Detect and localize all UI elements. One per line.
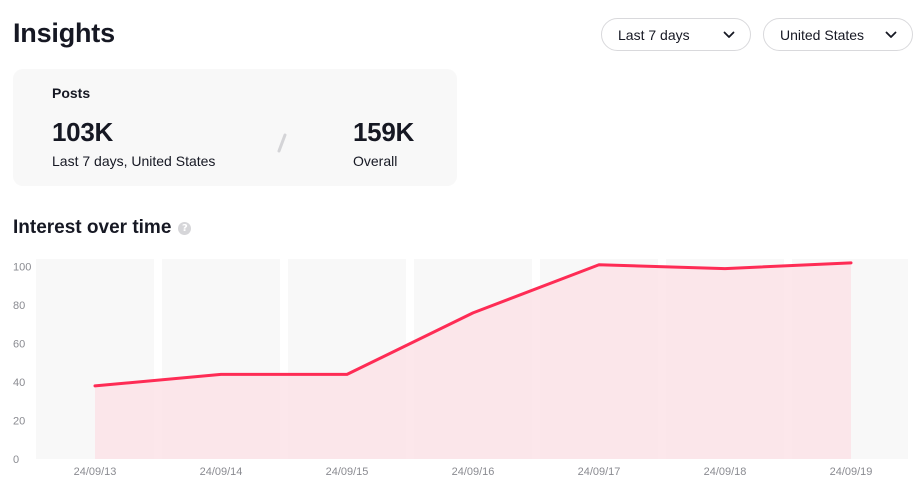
chart-series-line <box>93 261 853 388</box>
help-icon[interactable]: ? <box>178 221 192 235</box>
y-tick-label: 80 <box>13 300 25 312</box>
recent-posts-caption: Last 7 days, United States <box>52 153 216 169</box>
y-tick-label: 0 <box>13 454 19 466</box>
region-dropdown-label: United States <box>780 26 865 43</box>
y-tick-label: 20 <box>13 416 25 428</box>
interest-section-title: Interest over time ? <box>13 217 192 239</box>
chevron-down-icon <box>884 28 898 42</box>
region-dropdown[interactable]: United States <box>763 18 913 51</box>
posts-card: Posts 103K Last 7 days, United States 15… <box>13 69 457 186</box>
overall-posts-caption: Overall <box>353 153 398 169</box>
x-tick-label: 24/09/14 <box>200 466 243 478</box>
y-tick-label: 60 <box>13 339 25 351</box>
x-tick-label: 24/09/17 <box>578 466 621 478</box>
interest-chart: 0 20 40 60 80 100 24/09/13 24/09/14 24/09/15 24/… <box>13 259 908 478</box>
page-title: Insights <box>13 18 115 48</box>
x-tick-label: 24/09/16 <box>452 466 495 478</box>
y-tick-label: 40 <box>13 377 25 389</box>
interest-title: Interest over time <box>13 217 172 238</box>
x-tick-label: 24/09/13 <box>74 466 117 478</box>
period-dropdown[interactable]: Last 7 days <box>601 18 751 51</box>
chevron-down-icon <box>722 28 736 42</box>
divider-slash <box>275 133 289 153</box>
x-tick-label: 24/09/19 <box>830 466 873 478</box>
x-tick-label: 24/09/18 <box>704 466 747 478</box>
chart-area-fill <box>95 262 851 459</box>
period-dropdown-label: Last 7 days <box>618 26 690 43</box>
x-tick-label: 24/09/15 <box>326 466 369 478</box>
overall-posts-value: 159K <box>353 117 414 147</box>
posts-label: Posts <box>52 85 91 101</box>
y-tick-label: 100 <box>13 262 31 274</box>
recent-posts-value: 103K <box>52 117 113 147</box>
